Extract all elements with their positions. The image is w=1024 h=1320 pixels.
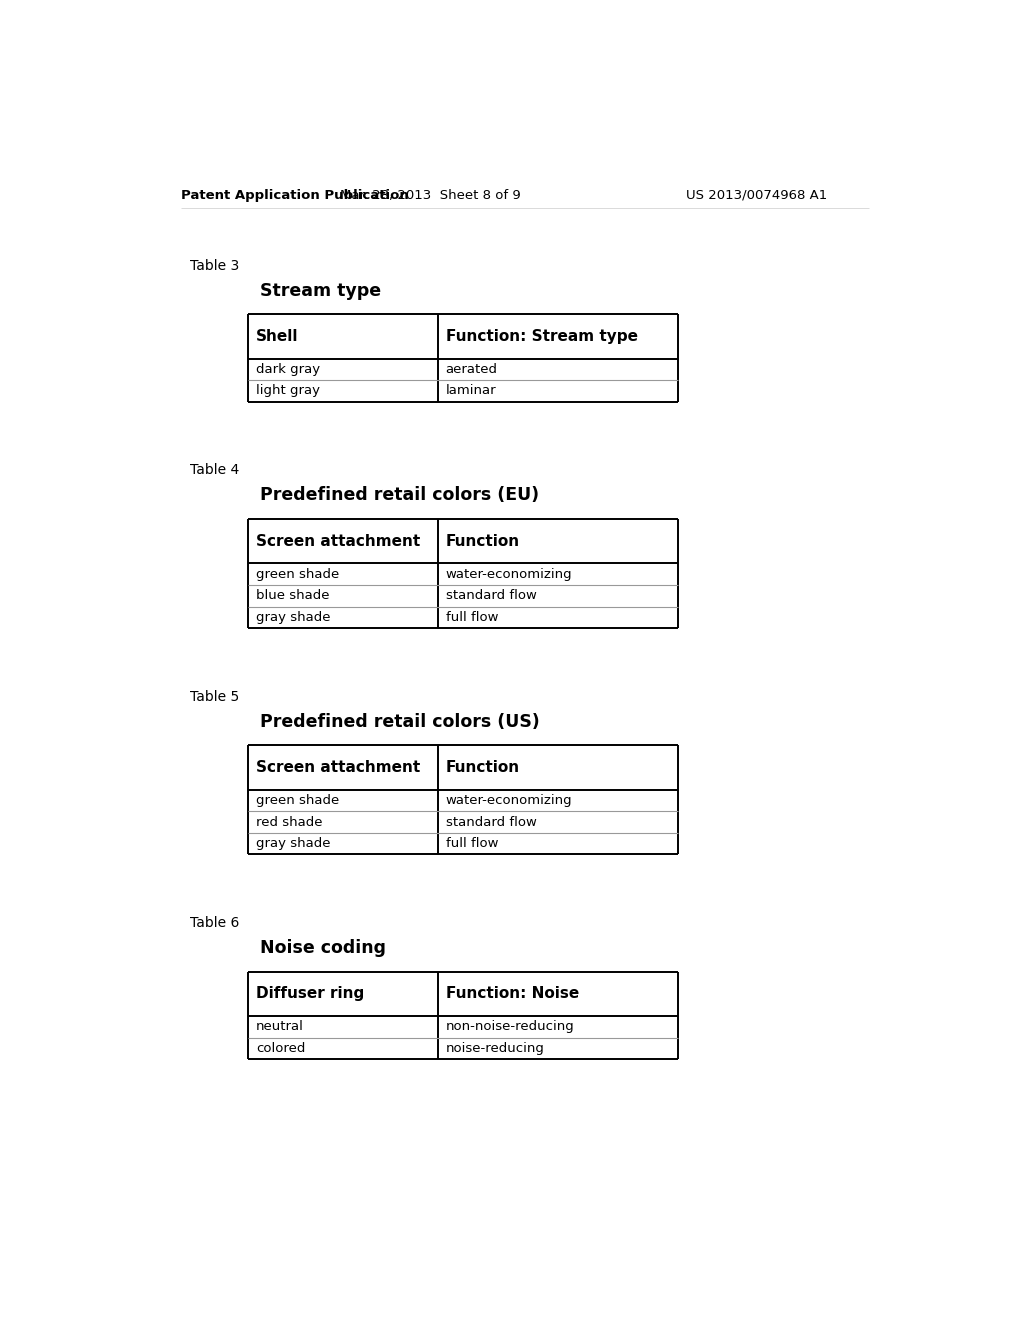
Text: green shade: green shade [256, 568, 339, 581]
Text: blue shade: blue shade [256, 589, 330, 602]
Text: US 2013/0074968 A1: US 2013/0074968 A1 [686, 189, 827, 202]
Text: dark gray: dark gray [256, 363, 319, 376]
Text: Predefined retail colors (EU): Predefined retail colors (EU) [260, 487, 539, 504]
Text: water-economizing: water-economizing [445, 568, 572, 581]
Text: colored: colored [256, 1041, 305, 1055]
Text: non-noise-reducing: non-noise-reducing [445, 1020, 574, 1034]
Text: Mar. 28, 2013  Sheet 8 of 9: Mar. 28, 2013 Sheet 8 of 9 [340, 189, 520, 202]
Text: Table 3: Table 3 [190, 259, 240, 272]
Text: Stream type: Stream type [260, 281, 381, 300]
Text: gray shade: gray shade [256, 837, 331, 850]
Text: laminar: laminar [445, 384, 497, 397]
Text: Function: Stream type: Function: Stream type [445, 329, 638, 343]
Text: red shade: red shade [256, 816, 323, 829]
Text: Table 6: Table 6 [190, 916, 240, 931]
Text: Function: Function [445, 533, 520, 549]
Text: full flow: full flow [445, 837, 499, 850]
Text: aerated: aerated [445, 363, 498, 376]
Text: Screen attachment: Screen attachment [256, 760, 420, 775]
Text: Table 4: Table 4 [190, 463, 240, 478]
Text: Diffuser ring: Diffuser ring [256, 986, 365, 1002]
Text: neutral: neutral [256, 1020, 304, 1034]
Text: water-economizing: water-economizing [445, 795, 572, 807]
Text: Function: Function [445, 760, 520, 775]
Text: full flow: full flow [445, 611, 499, 624]
Text: Function: Noise: Function: Noise [445, 986, 579, 1002]
Text: green shade: green shade [256, 795, 339, 807]
Text: light gray: light gray [256, 384, 319, 397]
Text: Predefined retail colors (US): Predefined retail colors (US) [260, 713, 540, 731]
Text: Patent Application Publication: Patent Application Publication [180, 189, 409, 202]
Text: Screen attachment: Screen attachment [256, 533, 420, 549]
Text: Table 5: Table 5 [190, 689, 240, 704]
Text: Shell: Shell [256, 329, 298, 343]
Text: standard flow: standard flow [445, 816, 537, 829]
Text: noise-reducing: noise-reducing [445, 1041, 545, 1055]
Text: Noise coding: Noise coding [260, 940, 386, 957]
Text: gray shade: gray shade [256, 611, 331, 624]
Text: standard flow: standard flow [445, 589, 537, 602]
